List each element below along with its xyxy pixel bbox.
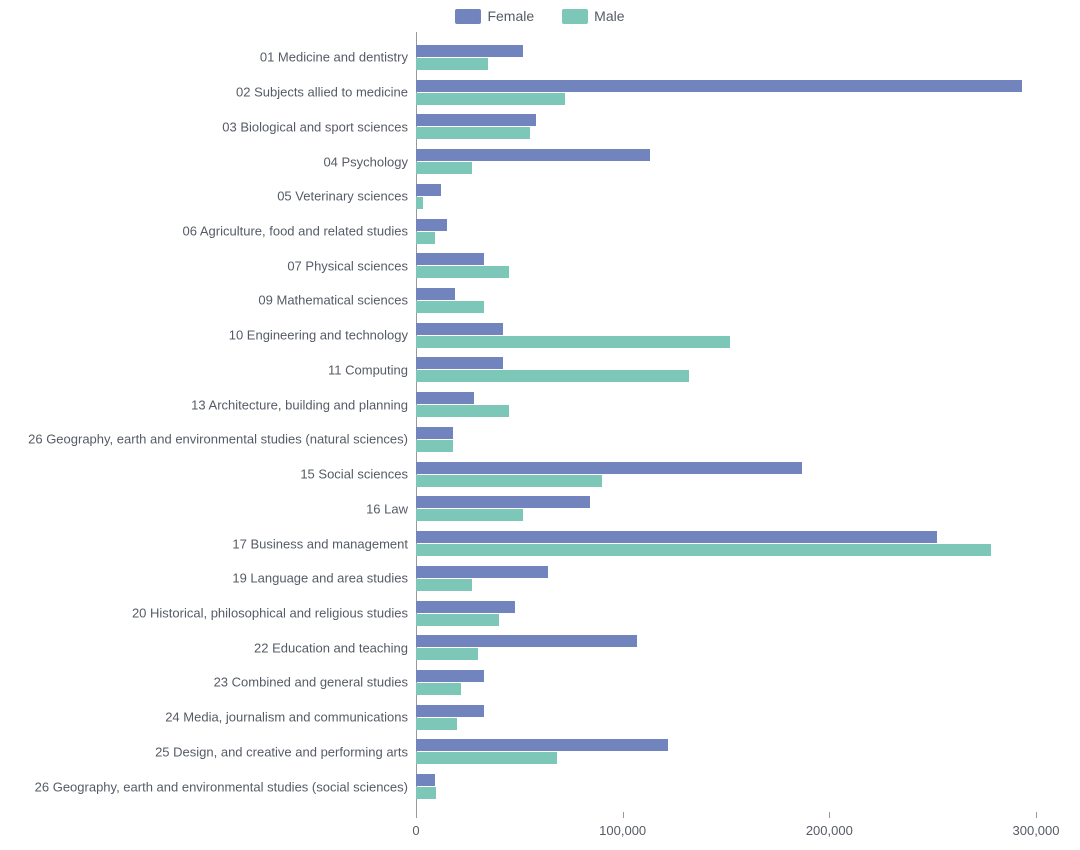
category-label: 26 Geography, earth and environmental st… <box>35 779 408 794</box>
category-label: 13 Architecture, building and planning <box>191 397 408 412</box>
bar-female <box>416 670 484 682</box>
bar-male <box>416 509 523 521</box>
x-tick-label: 0 <box>412 823 419 838</box>
bar-female <box>416 566 548 578</box>
bar-female <box>416 739 668 751</box>
bar-female <box>416 392 474 404</box>
category-label: 24 Media, journalism and communications <box>165 710 408 725</box>
bar-female <box>416 705 484 717</box>
bar-female <box>416 288 455 300</box>
bar-male <box>416 266 509 278</box>
category-label: 16 Law <box>366 501 408 516</box>
bar-male <box>416 718 457 730</box>
category-label: 05 Veterinary sciences <box>277 189 408 204</box>
category-label: 11 Computing <box>328 362 408 377</box>
bar-female <box>416 427 453 439</box>
category-label: 07 Physical sciences <box>287 258 408 273</box>
bar-male <box>416 648 478 660</box>
x-tick-label: 200,000 <box>806 823 853 838</box>
chart-container: Female Male 01 Medicine and dentistry 02 … <box>0 0 1080 850</box>
category-label: 02 Subjects allied to medicine <box>236 85 408 100</box>
plot-area: 0100,000200,000300,000 <box>416 32 1036 812</box>
bar-male <box>416 93 565 105</box>
category-label: 15 Social sciences <box>300 467 408 482</box>
bar-female <box>416 149 650 161</box>
bar-male <box>416 336 730 348</box>
bar-male <box>416 370 689 382</box>
bar-female <box>416 635 637 647</box>
category-label: 19 Language and area studies <box>232 571 408 586</box>
bar-female <box>416 531 937 543</box>
bar-female <box>416 774 435 786</box>
legend-item-female: Female <box>455 8 534 24</box>
x-tick <box>416 812 417 818</box>
bar-male <box>416 614 499 626</box>
bar-female <box>416 219 447 231</box>
bar-female <box>416 114 536 126</box>
category-label: 17 Business and management <box>232 536 408 551</box>
x-tick-label: 300,000 <box>1013 823 1060 838</box>
category-label: 04 Psychology <box>323 154 408 169</box>
bar-female <box>416 253 484 265</box>
bar-female <box>416 462 802 474</box>
legend-label-male: Male <box>594 8 624 24</box>
bar-male <box>416 475 602 487</box>
bar-male <box>416 579 472 591</box>
legend-swatch-female <box>455 9 481 24</box>
category-label: 10 Engineering and technology <box>229 328 408 343</box>
x-tick <box>623 812 624 818</box>
y-axis-labels: 01 Medicine and dentistry 02 Subjects all… <box>0 32 416 812</box>
category-label: 01 Medicine and dentistry <box>260 50 408 65</box>
bar-female <box>416 357 503 369</box>
bar-male <box>416 301 484 313</box>
bar-male <box>416 440 453 452</box>
bar-male <box>416 544 991 556</box>
category-label: 03 Biological and sport sciences <box>222 119 408 134</box>
category-label: 06 Agriculture, food and related studies <box>183 224 408 239</box>
bar-female <box>416 496 590 508</box>
bar-male <box>416 787 436 799</box>
bar-male <box>416 197 423 209</box>
category-label: 09 Mathematical sciences <box>258 293 408 308</box>
bar-male <box>416 232 435 244</box>
bar-male <box>416 127 530 139</box>
bar-female <box>416 45 523 57</box>
bar-male <box>416 405 509 417</box>
category-label: 25 Design, and creative and performing a… <box>155 744 408 759</box>
category-label: 22 Education and teaching <box>254 640 408 655</box>
category-label: 20 Historical, philosophical and religio… <box>132 606 408 621</box>
bar-male <box>416 752 557 764</box>
x-tick <box>1036 812 1037 818</box>
bar-male <box>416 162 472 174</box>
bar-male <box>416 58 488 70</box>
category-label: 23 Combined and general studies <box>214 675 408 690</box>
legend-label-female: Female <box>487 8 534 24</box>
bar-female <box>416 80 1022 92</box>
bar-female <box>416 323 503 335</box>
x-tick-label: 100,000 <box>599 823 646 838</box>
legend-item-male: Male <box>562 8 624 24</box>
legend: Female Male <box>0 8 1080 24</box>
bar-female <box>416 184 441 196</box>
legend-swatch-male <box>562 9 588 24</box>
bar-female <box>416 601 515 613</box>
category-label: 26 Geography, earth and environmental st… <box>28 432 408 447</box>
x-tick <box>829 812 830 818</box>
bar-male <box>416 683 461 695</box>
